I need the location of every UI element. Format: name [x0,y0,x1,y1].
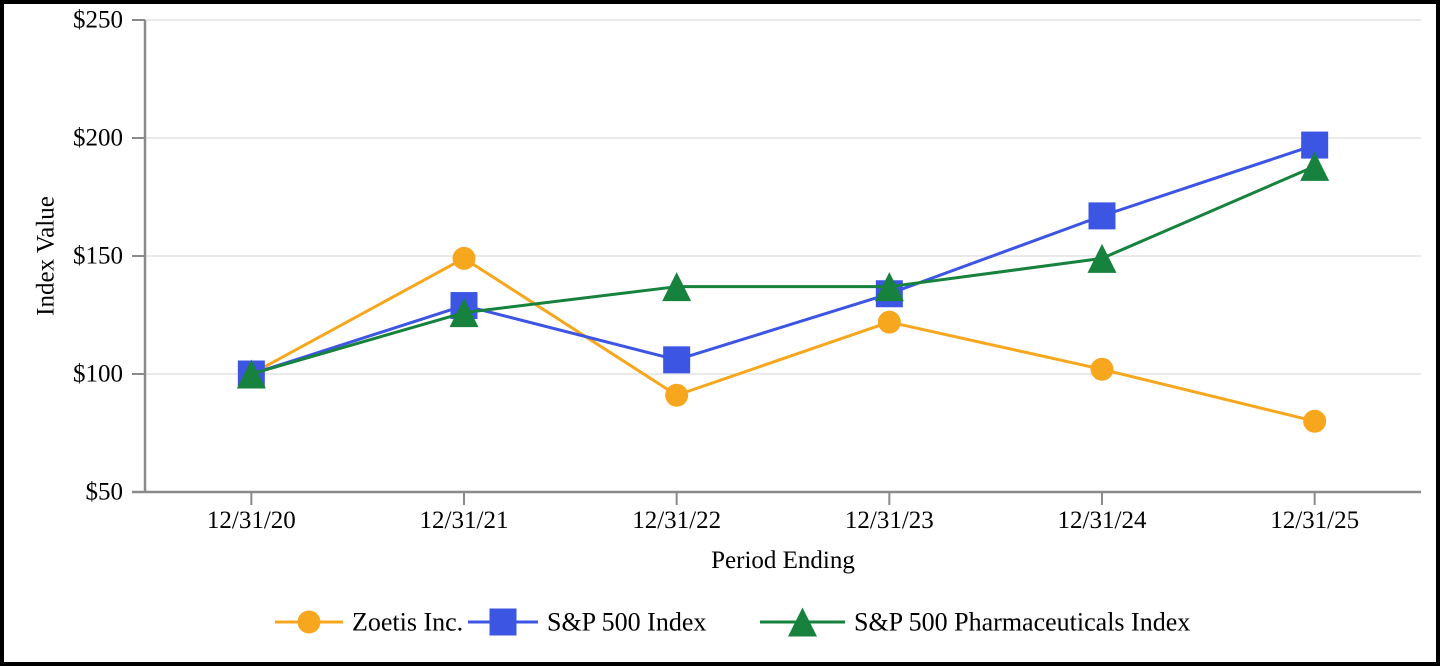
x-axis-tick-label: 12/31/20 [207,507,296,534]
x-axis-tick-label: 12/31/25 [1270,507,1359,534]
x-axis-tick-label: 12/31/22 [632,507,721,534]
data-point [877,310,901,334]
data-point [236,359,266,389]
x-axis-tick-label: 12/31/24 [1058,507,1147,534]
x-axis-tick-label: 12/31/23 [845,507,934,534]
legend-item: Zoetis Inc. [275,608,463,637]
legend-circle-icon [297,610,321,634]
data-point [662,272,692,302]
data-point [452,246,476,270]
y-axis-tick-label: $100 [73,361,123,388]
data-point [449,298,479,328]
x-axis-title: Period Ending [711,547,855,574]
data-point [874,272,904,302]
y-axis-tick-label: $200 [73,125,123,152]
legend-label: S&P 500 Pharmaceuticals Index [854,608,1190,637]
data-point [1300,151,1330,181]
series-line [250,256,1316,423]
data-point [663,346,691,374]
data-point [1303,409,1327,433]
y-axis-tick-label: $150 [73,243,123,270]
legend-label: S&P 500 Index [547,608,706,637]
legend-triangle-icon [788,607,817,637]
legend-square-icon [489,608,517,636]
legend-item: S&P 500 Pharmaceuticals Index [760,607,1190,637]
x-axis-tick-label: 12/31/21 [420,507,509,534]
y-axis-tick-label: $50 [86,479,124,506]
y-axis-tick-label: $250 [73,7,123,34]
data-point [1088,202,1116,230]
data-point [1090,357,1114,381]
data-point [665,383,689,407]
series-line [250,164,1316,376]
y-axis-title: Index Value [33,196,60,316]
chart-canvas: $50 $100 $150 $200 $250 12/31/20 12/31/21 12/31… [33,7,1421,637]
legend-item: S&P 500 Index [468,608,706,637]
legend-label: Zoetis Inc. [352,608,463,637]
series-line [250,143,1316,376]
data-point [1087,243,1117,273]
